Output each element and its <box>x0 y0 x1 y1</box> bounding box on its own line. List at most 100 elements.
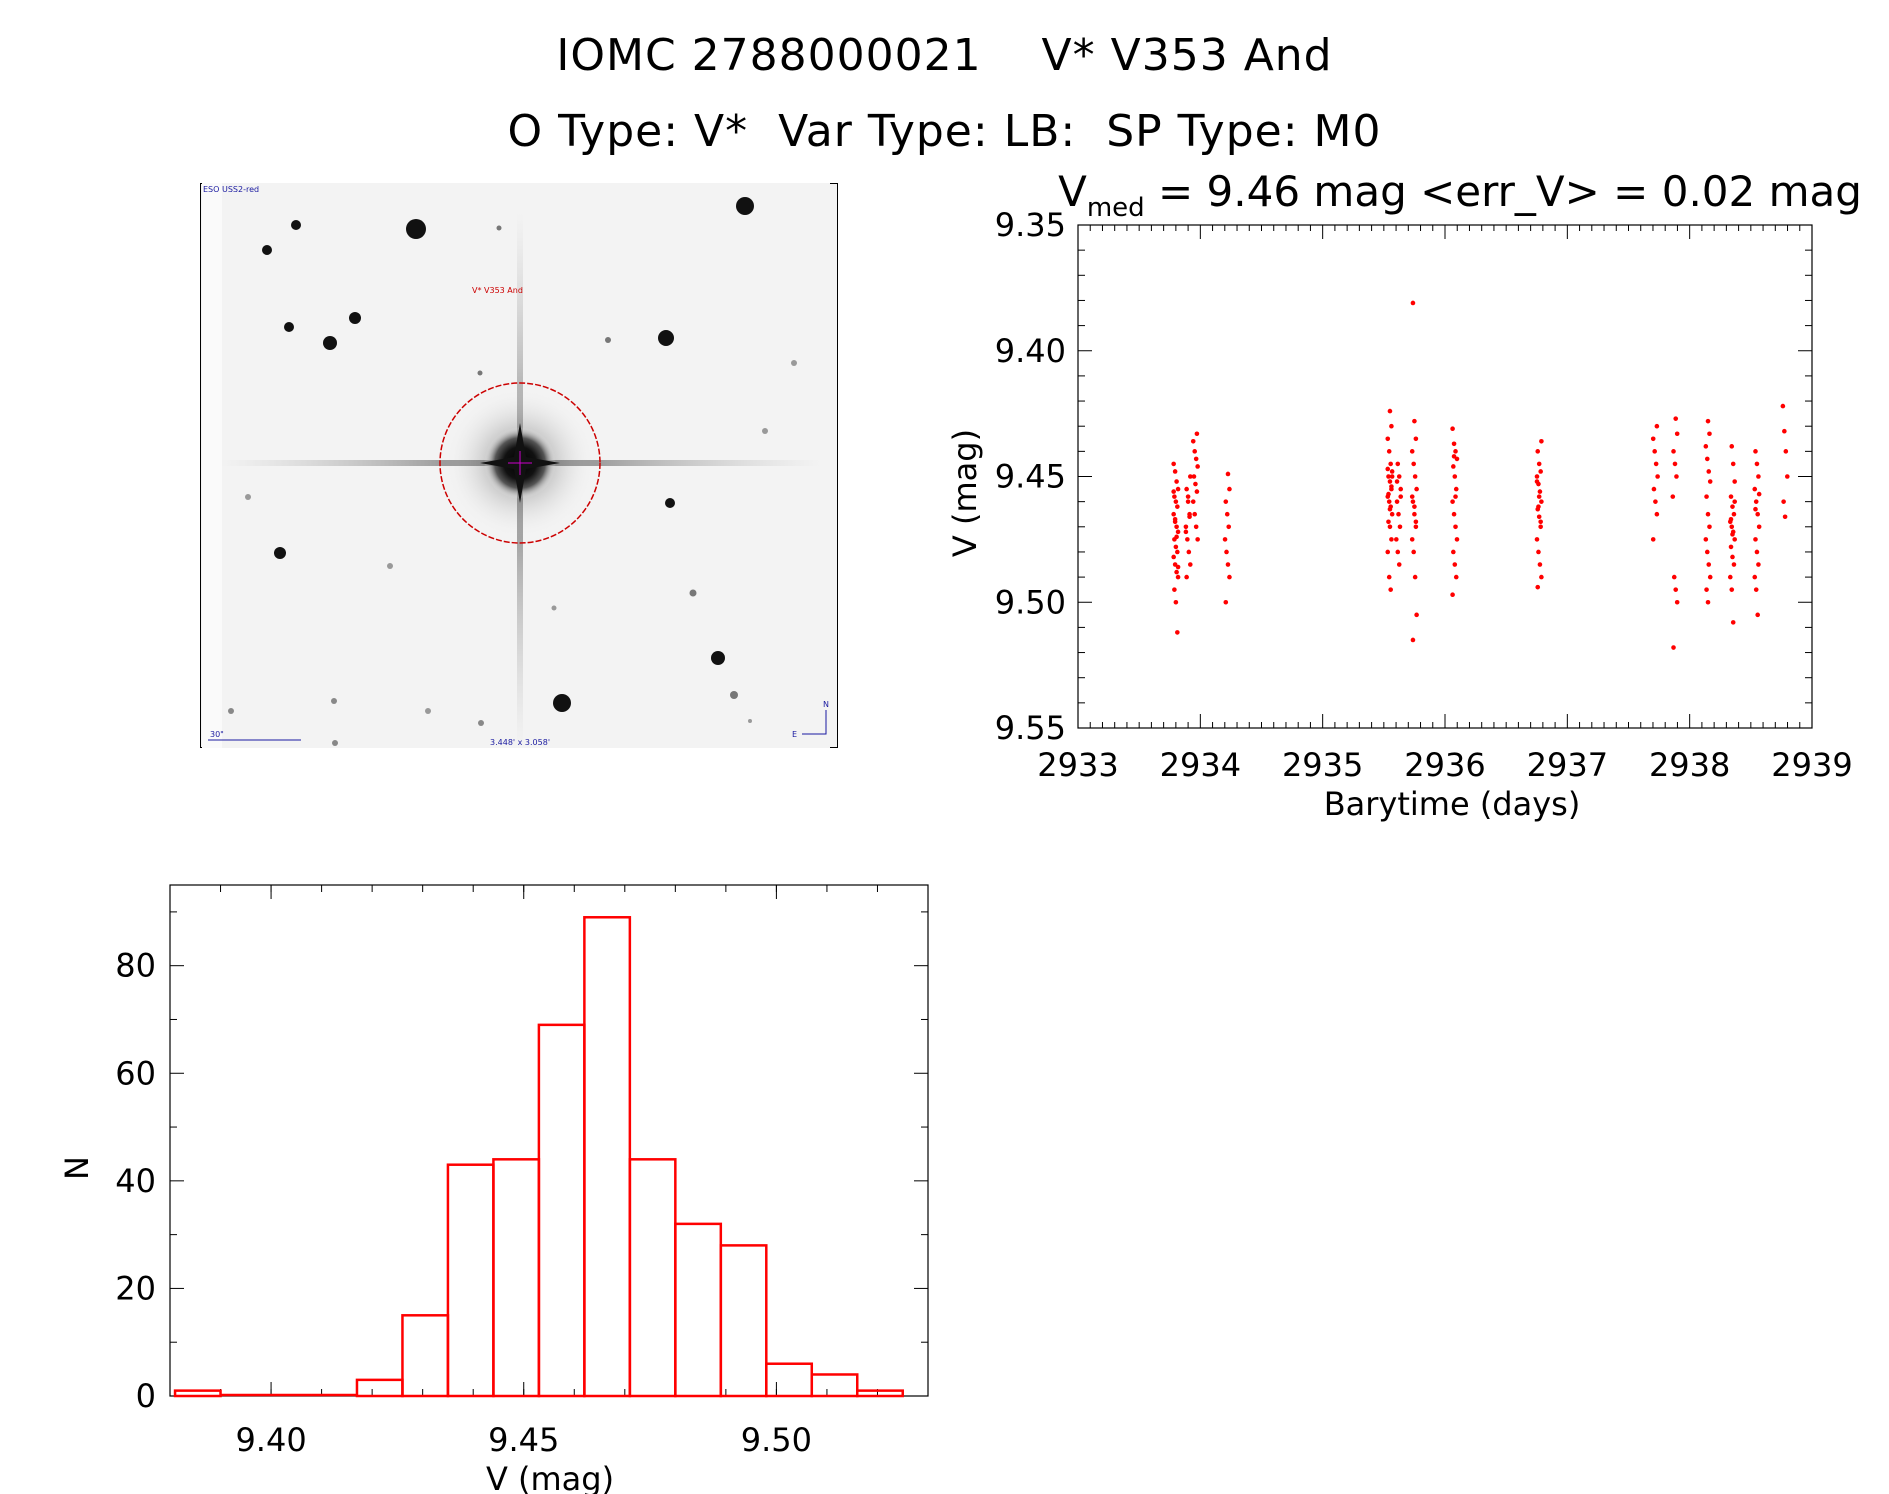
lc-point <box>1395 461 1401 467</box>
hist-bar <box>537 1023 586 1398</box>
lc-point <box>1539 574 1544 580</box>
hist-ytick-label: 80 <box>115 947 156 985</box>
lc-point <box>1673 416 1679 421</box>
lc-point <box>1386 474 1391 479</box>
lc-title-sub: med <box>1087 193 1145 223</box>
lc-xtick-label: 2935 <box>1282 746 1363 784</box>
lc-point <box>1413 519 1419 525</box>
hist-bar <box>810 1373 859 1398</box>
lc-point <box>1450 499 1455 504</box>
lc-point <box>1536 504 1541 509</box>
lc-point <box>1389 474 1395 479</box>
lc-point <box>1730 504 1735 509</box>
hist-bar <box>583 916 632 1398</box>
lc-point <box>1190 499 1196 504</box>
lc-point <box>1183 524 1189 530</box>
lc-point <box>1188 562 1193 567</box>
lc-point <box>1753 506 1758 512</box>
lc-point <box>1389 423 1394 429</box>
lc-point <box>1174 534 1179 540</box>
lc-point <box>1707 431 1712 437</box>
lc-point <box>1672 461 1678 467</box>
lc-point <box>1394 499 1400 504</box>
lc-title-rest: = 9.46 mag <err_V> = 0.02 mag <box>1145 167 1862 216</box>
lc-xtick-label: 2936 <box>1404 746 1485 784</box>
lc-point <box>1538 519 1543 525</box>
lc-point <box>1410 637 1416 643</box>
lc-point <box>1534 479 1540 484</box>
lc-point <box>1706 469 1712 474</box>
chart-title-line2: O Type: V* Var Type: LB: SP Type: M0 <box>507 106 1382 157</box>
hist-bar <box>674 1222 723 1398</box>
lc-point <box>1756 524 1762 530</box>
hist-xtick-label: 9.50 <box>741 1421 812 1459</box>
lc-point <box>1175 486 1181 492</box>
lc-ytick-label: 9.40 <box>995 332 1066 370</box>
lc-ytick-label: 9.35 <box>995 206 1066 244</box>
lc-point <box>1398 494 1404 499</box>
lc-point <box>1671 645 1676 650</box>
lc-point <box>1451 511 1457 517</box>
lc-point <box>1539 438 1544 444</box>
lc-point <box>1187 514 1192 520</box>
lc-point <box>1389 537 1394 542</box>
lc-point <box>1450 592 1455 598</box>
lc-point <box>1755 511 1760 517</box>
lc-point <box>1655 474 1660 479</box>
hist-ytick-label: 40 <box>115 1162 156 1200</box>
lc-point <box>1394 537 1399 542</box>
compass-e-label: E <box>792 730 797 739</box>
lc-point <box>1674 599 1680 605</box>
lc-points <box>1171 300 1790 650</box>
hist-frame <box>169 884 929 1397</box>
lc-point <box>1193 524 1199 530</box>
lc-point <box>1412 574 1418 580</box>
lc-point <box>1704 549 1710 555</box>
lc-point <box>1386 499 1392 504</box>
lc-point <box>1752 574 1758 580</box>
lc-point <box>1732 479 1737 484</box>
lc-axes: 2933 2934 2935 2936 2937 2938 2939 9.35 9.40 9.45… <box>995 206 1853 784</box>
lc-point <box>1412 418 1417 424</box>
lc-ytick-label: 9.55 <box>995 709 1066 747</box>
lc-point <box>1756 562 1761 567</box>
lc-point <box>1414 612 1419 618</box>
hist-ytick-label: 60 <box>115 1054 156 1092</box>
lc-point <box>1453 486 1459 492</box>
lc-point <box>1732 499 1737 504</box>
lc-point <box>1227 574 1232 580</box>
hist-bar <box>628 1158 677 1398</box>
lc-xtick-label: 2937 <box>1527 746 1608 784</box>
lc-point <box>1454 537 1460 542</box>
lc-point <box>1171 554 1176 560</box>
lc-point <box>1171 461 1176 467</box>
lc-point <box>1175 564 1181 570</box>
lc-point <box>1183 529 1189 535</box>
lc-point <box>1535 584 1541 590</box>
lc-point <box>1453 574 1459 580</box>
lc-point <box>1731 511 1737 517</box>
lc-point <box>1410 499 1416 504</box>
lc-point <box>1538 524 1543 530</box>
lc-point <box>1730 461 1736 467</box>
lc-point <box>1171 489 1176 494</box>
lc-point <box>1394 479 1400 484</box>
lc-point <box>1385 466 1391 472</box>
lc-point <box>1704 587 1709 592</box>
lc-point <box>1184 486 1189 492</box>
lc-point <box>1185 494 1191 499</box>
lc-point <box>1186 549 1192 555</box>
lc-point <box>1536 461 1542 467</box>
lc-point <box>1753 587 1759 592</box>
lc-point <box>1410 300 1416 306</box>
lc-point <box>1185 537 1190 542</box>
lc-point <box>1194 431 1200 437</box>
hist-bar <box>446 1163 495 1398</box>
lc-point <box>1451 549 1456 555</box>
lc-point <box>1705 511 1711 517</box>
lc-point <box>1223 599 1229 605</box>
lc-point <box>1728 544 1734 550</box>
lc-point <box>1537 562 1543 567</box>
lc-point <box>1411 461 1416 467</box>
